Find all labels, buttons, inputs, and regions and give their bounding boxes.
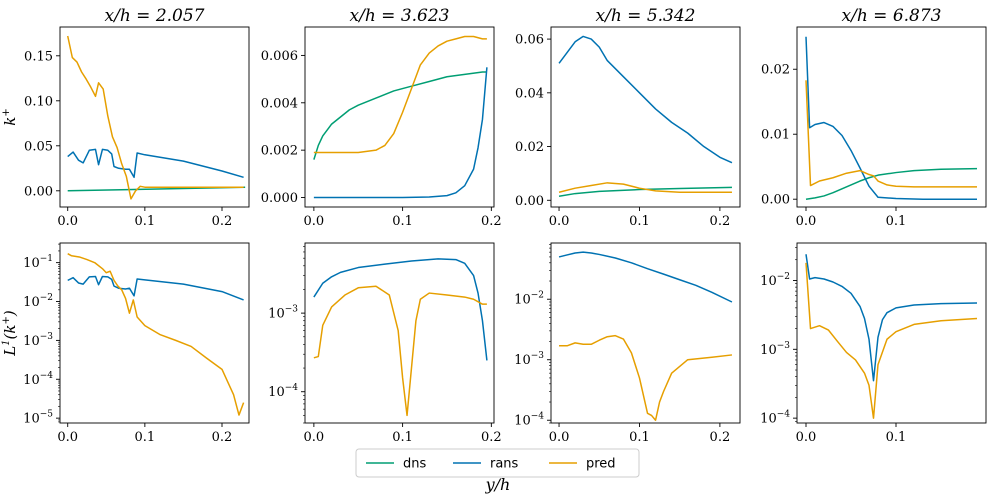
series-line-rans xyxy=(313,258,488,361)
y-tick-label: 10−2 xyxy=(760,272,790,289)
axes-frame xyxy=(304,242,495,424)
series-line-pred xyxy=(558,182,732,193)
axes-frame xyxy=(550,26,741,208)
y-tick-label: 0.006 xyxy=(261,49,298,64)
series-line-rans xyxy=(67,148,244,179)
x-tick-label: 0.0 xyxy=(549,214,570,229)
y-tick-label: 10−1 xyxy=(23,254,53,271)
x-tick-label: 0.1 xyxy=(629,214,650,229)
legend-frame xyxy=(355,448,640,478)
series-line-rans xyxy=(558,251,733,303)
subplot-2-2: 0.0 0.1 0.2 10−4 10−3 xyxy=(268,242,502,445)
series-line-dns xyxy=(805,167,978,200)
y-tick-label: 0.004 xyxy=(261,96,298,111)
y-tick-label: 0.00 xyxy=(24,184,53,199)
y-tick-label: 0.05 xyxy=(24,139,53,154)
y-tick-label: 0.002 xyxy=(261,144,298,159)
series-line-pred xyxy=(805,80,977,188)
series-line-pred xyxy=(313,285,487,417)
x-tick-label: 0.0 xyxy=(57,430,78,445)
y-tick-label: 10−3 xyxy=(268,305,298,322)
subplot-2-4: 0.0 0.1 10−4 10−3 10−2 xyxy=(760,242,987,445)
y-tick-label: 10−3 xyxy=(23,332,53,349)
series-line-pred xyxy=(313,35,487,154)
y-tick-label: 10−3 xyxy=(760,341,790,358)
y-tick-label: 0.10 xyxy=(24,94,53,109)
x-tick-label: 0.1 xyxy=(629,430,650,445)
y-tick-label: 10−4 xyxy=(514,412,544,429)
axes-frame xyxy=(59,242,250,424)
series-line-rans xyxy=(805,36,977,200)
subplot-2-3: 0.0 0.1 0.2 10−4 10−3 10−2 xyxy=(514,242,741,445)
subplot-1-4: 0.0 0.1 0.00 0.01 0.02 x/h = 6.873 xyxy=(761,6,987,229)
y-tick-label: 0.15 xyxy=(24,49,53,64)
series-line-dns xyxy=(558,186,732,197)
x-tick-label: 0.1 xyxy=(135,430,156,445)
legend: dns rans pred xyxy=(355,448,640,478)
y-tick-label: 10−5 xyxy=(23,410,53,427)
series-line-pred xyxy=(67,253,245,416)
x-tick-label: 0.2 xyxy=(481,430,502,445)
y-tick-label: 10−4 xyxy=(268,383,298,400)
subplot-title: x/h = 2.057 xyxy=(105,6,205,26)
x-tick-label: 0.1 xyxy=(886,214,907,229)
axes-frame xyxy=(550,242,741,424)
legend-label-pred: pred xyxy=(586,457,616,472)
subplot-title: x/h = 5.342 xyxy=(596,6,696,26)
axes-frame xyxy=(796,242,987,424)
x-tick-label: 0.2 xyxy=(212,430,233,445)
series-line-dns xyxy=(313,71,487,160)
x-tick-label: 0.1 xyxy=(392,430,413,445)
x-tick-label: 0.0 xyxy=(796,430,817,445)
series-line-pred xyxy=(66,35,244,200)
x-tick-label: 0.0 xyxy=(304,430,325,445)
axes-frame xyxy=(304,26,495,208)
legend-label-rans: rans xyxy=(490,457,519,472)
figure-x-label: y/h xyxy=(485,475,511,494)
subplot-1-2: 0.0 0.1 0.2 0.000 0.002 0.004 0.006 x/h = 3.623 xyxy=(261,6,502,229)
y-tick-label: 0.02 xyxy=(515,140,544,155)
legend-label-dns: dns xyxy=(403,457,426,472)
x-tick-label: 0.2 xyxy=(710,214,731,229)
subplot-1-1: 0.0 0.1 0.2 0.00 0.05 0.10 0.15 x/h = 2.057 k+ xyxy=(1,6,250,229)
subplot-1-3: 0.0 0.1 0.2 0.00 0.02 0.04 0.06 x/h = 5.342 xyxy=(515,6,741,229)
series-line-rans xyxy=(805,254,978,382)
x-tick-label: 0.0 xyxy=(304,214,325,229)
y-tick-label: 0.02 xyxy=(761,63,790,78)
x-tick-label: 0.0 xyxy=(57,214,78,229)
y-axis-label: k+ xyxy=(1,108,19,125)
y-tick-label: 10−3 xyxy=(514,351,544,368)
y-tick-label: 0.00 xyxy=(761,193,790,208)
y-tick-label: 0.01 xyxy=(761,128,790,143)
subplot-title: x/h = 6.873 xyxy=(842,6,942,26)
x-tick-label: 0.1 xyxy=(135,214,156,229)
y-tick-label: 10−2 xyxy=(514,291,544,308)
y-tick-label: 0.06 xyxy=(515,33,544,48)
y-tick-label: 0.04 xyxy=(515,86,544,101)
x-tick-label: 0.2 xyxy=(481,214,502,229)
y-tick-label: 10−4 xyxy=(760,410,790,427)
x-tick-label: 0.0 xyxy=(796,214,817,229)
subplot-title: x/h = 3.623 xyxy=(350,6,450,26)
series-line-pred xyxy=(559,334,733,421)
x-tick-label: 0.2 xyxy=(212,214,233,229)
series-line-rans xyxy=(558,35,733,164)
subplot-2-1: 0.0 0.1 0.2 10−5 10−4 10−3 10−2 10−1 L1(k+) xyxy=(1,242,250,445)
series-line-rans xyxy=(67,275,244,301)
y-tick-label: 0.000 xyxy=(261,191,298,206)
series-line-pred xyxy=(805,262,978,419)
x-tick-label: 0.0 xyxy=(549,430,570,445)
y-tick-label: 0.00 xyxy=(515,194,544,209)
series-line-rans xyxy=(313,67,488,199)
x-tick-label: 0.1 xyxy=(886,430,907,445)
y-tick-label: 10−4 xyxy=(23,371,53,388)
y-tick-label: 10−2 xyxy=(23,293,53,310)
x-tick-label: 0.1 xyxy=(392,214,413,229)
y-axis-label: L1(k+) xyxy=(1,310,19,357)
axes-frame xyxy=(59,26,250,208)
x-tick-label: 0.2 xyxy=(710,430,731,445)
axes-frame xyxy=(796,26,987,208)
